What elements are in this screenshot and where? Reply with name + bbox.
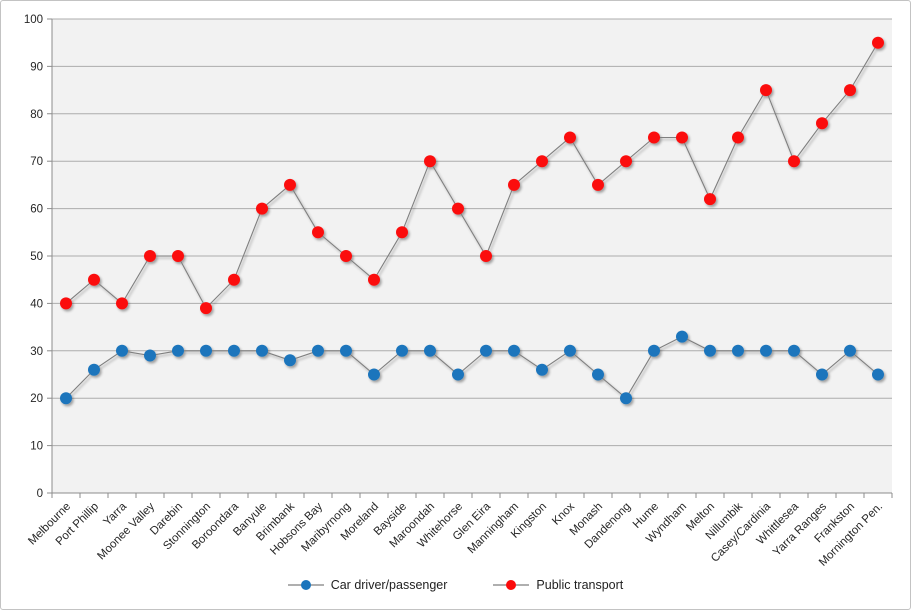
data-point-marker — [564, 344, 576, 357]
data-point-marker — [116, 297, 128, 310]
data-point-marker — [200, 302, 212, 315]
data-point-marker — [396, 344, 408, 357]
data-point-marker — [704, 344, 716, 357]
data-point-marker — [172, 250, 184, 262]
chart-legend: Car driver/passenger Public transport — [1, 578, 910, 592]
legend-item-public-transport[interactable]: Public transport — [493, 578, 623, 592]
data-point-marker — [340, 250, 352, 262]
data-point-marker — [844, 344, 856, 357]
data-point-marker — [676, 131, 688, 144]
data-point-marker — [788, 155, 800, 168]
data-point-marker — [620, 392, 632, 405]
data-point-marker — [200, 344, 212, 357]
data-point-marker — [60, 392, 72, 405]
y-axis-tick-label: 80 — [30, 109, 43, 121]
data-point-marker — [732, 344, 744, 357]
data-point-marker — [88, 273, 100, 286]
data-point-marker — [284, 178, 296, 191]
data-point-marker — [872, 368, 884, 381]
data-point-marker — [480, 250, 492, 262]
data-point-marker — [872, 36, 884, 49]
data-point-marker — [536, 363, 548, 376]
series-car-driver-passenger — [60, 330, 884, 405]
data-point-marker — [844, 84, 856, 97]
data-point-marker — [144, 349, 156, 362]
legend-marker-public-transport-icon — [493, 580, 530, 590]
y-axis-tick-label: 90 — [30, 61, 43, 73]
legend-label-public-transport: Public transport — [536, 578, 624, 592]
data-point-marker — [508, 178, 520, 191]
data-point-marker — [312, 226, 324, 239]
data-point-marker — [312, 344, 324, 357]
y-axis-tick-label: 0 — [37, 488, 43, 500]
data-point-marker — [396, 226, 408, 239]
data-point-marker — [816, 117, 828, 130]
y-axis-tick-label: 30 — [30, 346, 43, 358]
data-point-marker — [228, 273, 240, 286]
data-point-marker — [228, 344, 240, 357]
data-point-marker — [452, 202, 464, 215]
y-axis-tick-label: 60 — [30, 204, 43, 216]
data-point-marker — [424, 344, 436, 357]
data-point-marker — [340, 344, 352, 357]
y-axis-tick-label: 10 — [30, 441, 43, 453]
data-point-marker — [368, 368, 380, 381]
legend-label-car-driver-passenger: Car driver/passenger — [330, 578, 448, 592]
data-point-marker — [592, 178, 604, 191]
data-point-marker — [648, 131, 660, 144]
data-point-marker — [704, 193, 716, 206]
data-point-marker — [88, 363, 100, 376]
data-point-marker — [676, 330, 688, 343]
data-point-marker — [508, 344, 520, 357]
y-axis-tick-label: 40 — [30, 298, 43, 310]
y-axis-tick-label: 70 — [30, 156, 43, 168]
data-point-marker — [760, 344, 772, 357]
data-point-marker — [424, 155, 436, 168]
data-point-marker — [480, 344, 492, 357]
data-point-marker — [732, 131, 744, 144]
data-point-marker — [256, 202, 268, 215]
y-axis-tick-label: 100 — [24, 14, 43, 26]
data-point-marker — [368, 273, 380, 286]
series-public-transport — [60, 36, 884, 315]
data-point-marker — [788, 344, 800, 357]
data-point-marker — [564, 131, 576, 144]
data-point-marker — [620, 155, 632, 168]
data-point-marker — [648, 344, 660, 357]
data-point-marker — [284, 354, 296, 367]
data-point-marker — [60, 297, 72, 310]
legend-marker-car-icon — [287, 580, 324, 590]
data-point-marker — [116, 344, 128, 357]
y-axis-tick-label: 50 — [30, 251, 43, 263]
data-point-marker — [256, 344, 268, 357]
data-point-marker — [760, 84, 772, 97]
data-point-marker — [816, 368, 828, 381]
data-point-marker — [452, 368, 464, 381]
data-point-marker — [592, 368, 604, 381]
y-axis-tick-label: 20 — [30, 393, 43, 405]
data-point-marker — [172, 344, 184, 357]
legend-item-car-driver-passenger[interactable]: Car driver/passenger — [287, 578, 448, 592]
series-line — [65, 42, 879, 310]
data-point-marker — [536, 155, 548, 168]
data-point-marker — [144, 250, 156, 262]
